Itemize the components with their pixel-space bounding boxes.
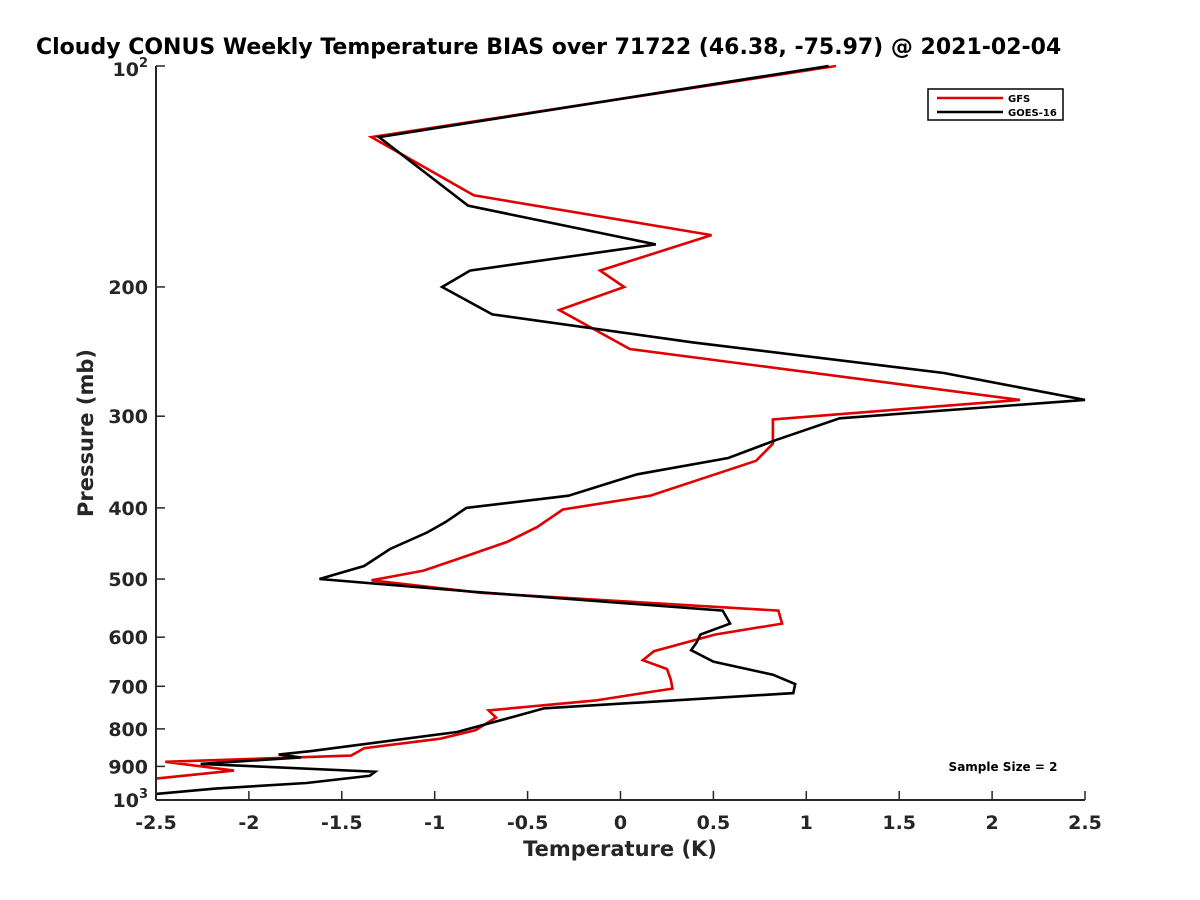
y-tick-label: 700 <box>108 676 148 698</box>
x-tick-label: 1 <box>800 812 813 834</box>
series-line-goes-16 <box>156 64 1086 796</box>
x-axis-label: Temperature (K) <box>523 837 717 861</box>
y-tick-label: 800 <box>108 719 148 741</box>
x-tick-label: -2.5 <box>135 812 177 834</box>
y-axis-ticks: 102 200 300 400 500 600 700 800 900 103 <box>108 56 165 812</box>
legend: GFS GOES-16 <box>927 88 1064 121</box>
legend-box <box>927 88 1064 121</box>
y-tick-label: 500 <box>108 569 148 591</box>
y-tick-label: 200 <box>108 277 148 299</box>
legend-label-gfs: GFS <box>1008 94 1030 105</box>
series-line-gfs <box>156 64 1021 780</box>
y-tick-label: 400 <box>108 498 148 520</box>
y-tick-label: 102 <box>113 56 149 81</box>
x-axis-ticks: -2.5 -2 -1.5 -1 -0.5 0 0.5 1 1.5 2 2.5 <box>135 791 1102 834</box>
x-tick-label: -2 <box>238 812 259 834</box>
y-tick-label: 600 <box>108 627 148 649</box>
x-tick-label: -1.5 <box>321 812 363 834</box>
x-tick-label: 0.5 <box>697 812 731 834</box>
sample-size-annotation: Sample Size = 2 <box>949 760 1058 774</box>
y-tick-label: 900 <box>108 756 148 778</box>
y-tick-label: 103 <box>113 787 149 812</box>
y-axis-label: Pressure (mb) <box>74 349 98 517</box>
x-tick-label: -0.5 <box>507 812 549 834</box>
y-tick-label: 300 <box>108 406 148 428</box>
x-tick-label: 2 <box>985 812 998 834</box>
x-tick-label: 2.5 <box>1068 812 1102 834</box>
x-tick-label: 0 <box>614 812 627 834</box>
x-tick-label: -1 <box>424 812 445 834</box>
plot-area <box>155 64 1086 801</box>
x-tick-label: 1.5 <box>882 812 916 834</box>
legend-label-goes-16: GOES-16 <box>1008 108 1057 119</box>
chart-title: Cloudy CONUS Weekly Temperature BIAS ove… <box>36 35 1061 60</box>
